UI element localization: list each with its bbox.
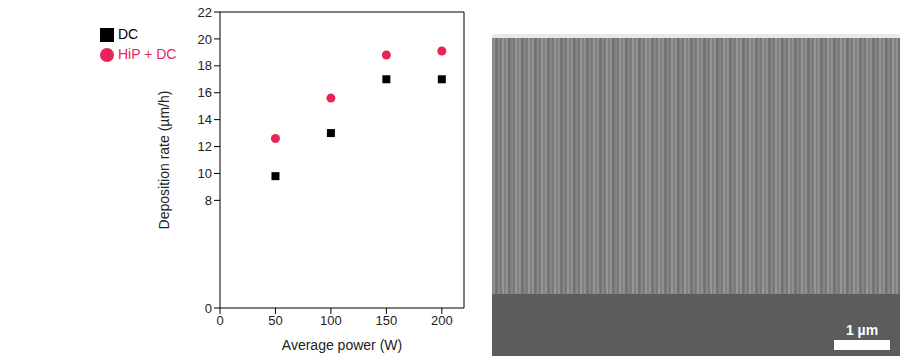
svg-text:22: 22	[198, 5, 212, 20]
svg-text:200: 200	[431, 313, 453, 328]
svg-text:10: 10	[198, 166, 212, 181]
html-text:1 µm: 1 µm	[845, 322, 879, 338]
svg-text:100: 100	[320, 313, 342, 328]
svg-text:Deposition rate (µm/h): Deposition rate (µm/h)	[156, 91, 172, 230]
svg-text:150: 150	[376, 313, 398, 328]
svg-text:Average power (W): Average power (W)	[282, 337, 402, 353]
svg-text:0: 0	[205, 301, 212, 316]
svg-text:50: 50	[268, 313, 282, 328]
svg-text:0: 0	[216, 313, 223, 328]
svg-text:16: 16	[198, 85, 212, 100]
svg-text:18: 18	[198, 58, 212, 73]
svg-text:12: 12	[198, 139, 212, 154]
html-text:HiP + DC: HiP + DC	[118, 46, 177, 62]
svg-text:8: 8	[205, 193, 212, 208]
svg-text:14: 14	[198, 112, 212, 127]
html-text:DC: DC	[118, 26, 139, 42]
svg-text:20: 20	[198, 32, 212, 47]
